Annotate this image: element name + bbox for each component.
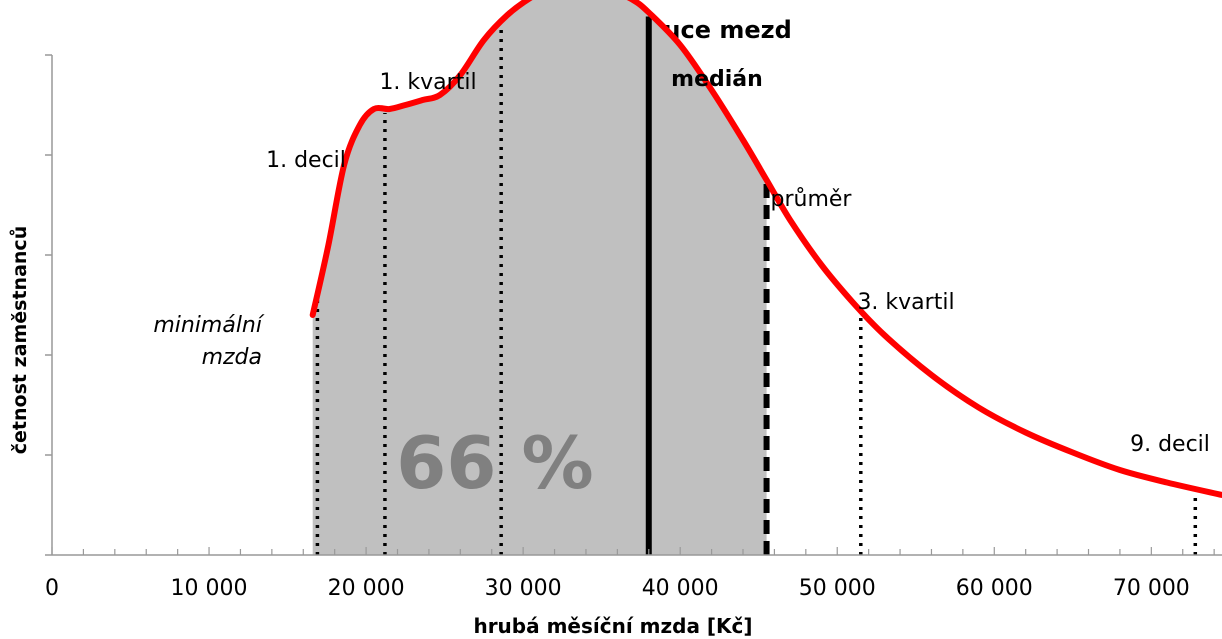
x-tick-label: 30 000 xyxy=(485,576,562,601)
x-tick-label: 40 000 xyxy=(642,576,719,601)
marker-label-decile-1: 1. decil xyxy=(266,148,346,173)
x-tick-label: 20 000 xyxy=(328,576,405,601)
marker-label-minimum-wage: minimální xyxy=(153,313,265,338)
x-tick-label: 70 000 xyxy=(1113,576,1190,601)
marker-labels-group: minimální mzda 1. decil 1. kvartil medián prů… xyxy=(153,67,1210,457)
axes-group: 0 10 000 20 000 30 000 40 000 50 000 60 000 70 … xyxy=(45,54,1222,601)
marker-label-decile-9: 9. decil xyxy=(1130,432,1210,457)
x-tick-label: 50 000 xyxy=(799,576,876,601)
x-axis-label: hrubá měsíční mzda [Kč] xyxy=(473,614,752,638)
y-axis-label: četnost zaměstnanců xyxy=(8,226,31,454)
distribution-curve-group xyxy=(309,0,1222,498)
marker-label-minimum-wage: mzda xyxy=(202,345,262,370)
marker-label-median: medián xyxy=(671,67,763,92)
marker-lines-group xyxy=(315,16,1198,555)
marker-label-quartile-1: 1. kvartil xyxy=(379,70,476,95)
shaded-area-group xyxy=(311,0,767,555)
shaded-area-66-percent xyxy=(311,0,767,555)
distribution-curve xyxy=(309,0,1222,498)
x-tick-label: 0 xyxy=(45,576,59,601)
x-tick-label: 60 000 xyxy=(956,576,1033,601)
marker-label-mean: průměr xyxy=(771,187,853,212)
x-tick-label: 10 000 xyxy=(171,576,248,601)
shaded-share-label: 66 % xyxy=(396,421,593,505)
marker-label-quartile-3: 3. kvartil xyxy=(857,290,954,315)
